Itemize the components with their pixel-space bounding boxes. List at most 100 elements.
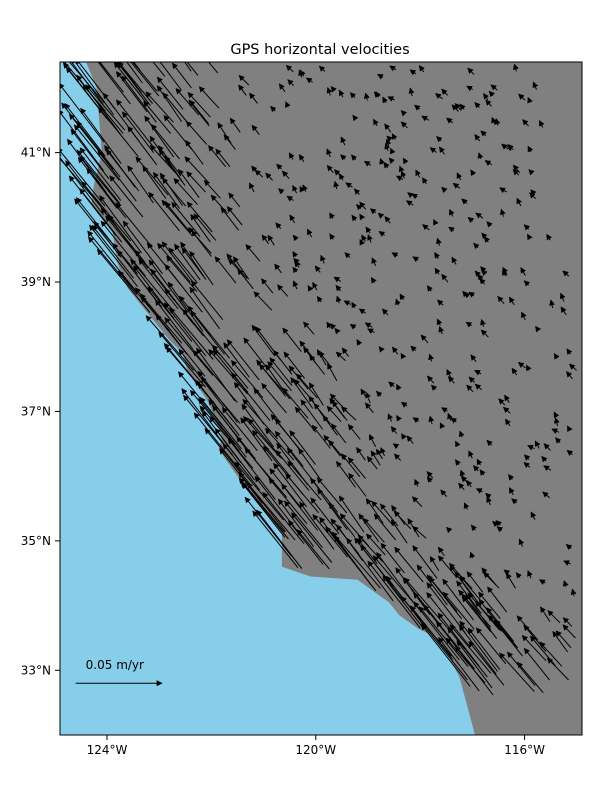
velocity-vector [186,62,199,76]
velocity-vector [491,116,497,125]
velocity-vector [208,62,219,74]
velocity-vector [364,402,374,414]
velocity-vector [264,427,295,461]
velocity-vectors [60,62,577,696]
velocity-vector [468,450,474,459]
velocity-vector [358,308,366,315]
velocity-vector [439,422,446,430]
velocity-vector [523,224,531,231]
velocity-vector [494,619,519,649]
velocity-vector [434,252,440,259]
velocity-vector [400,109,408,117]
velocity-vector [326,148,332,158]
velocity-vector [517,361,526,369]
velocity-vector [467,216,475,224]
velocity-vector [504,394,510,403]
velocity-vector [475,212,484,219]
velocity-vector [161,241,193,282]
velocity-vector [430,384,438,391]
velocity-vector [480,130,487,137]
velocity-vector [527,445,535,451]
velocity-vector [237,268,254,290]
velocity-vector [379,158,385,165]
velocity-vector [523,280,531,287]
velocity-vector [281,170,290,179]
velocity-vector [313,403,331,425]
velocity-vector [252,429,291,477]
velocity-vector [543,443,551,451]
velocity-vector [327,363,338,381]
velocity-vector [267,234,275,246]
velocity-vector [483,92,489,101]
velocity-vector [523,647,551,681]
velocity-vector [406,435,414,444]
velocity-vector [388,381,395,388]
velocity-vector [364,322,373,329]
velocity-vector [121,75,157,123]
velocity-vector [480,266,487,273]
velocity-vector [466,571,484,593]
velocity-vector [292,184,298,194]
velocity-vector [220,207,239,231]
velocity-vector [478,591,501,620]
velocity-vector [249,92,258,104]
velocity-vector [226,206,243,226]
velocity-vector [378,231,386,237]
velocity-vector [335,284,342,292]
velocity-vector [318,65,326,72]
velocity-vector [521,634,547,662]
velocity-vector [296,529,330,570]
velocity-vector [436,299,444,306]
velocity-vector [292,251,299,258]
velocity-vector [429,555,440,572]
velocity-vector [506,572,516,589]
velocity-vector [490,84,498,91]
y-tick-label: 37°N [21,404,51,418]
velocity-vector [499,187,508,194]
velocity-vector [400,170,407,179]
velocity-vector [147,286,193,342]
velocity-vector [180,241,205,277]
velocity-vector [567,425,573,433]
velocity-vector [169,307,214,360]
velocity-vector [478,598,510,640]
velocity-vector [441,273,449,283]
velocity-vector [461,198,468,205]
velocity-vector [307,228,313,238]
velocity-vector [375,448,383,460]
velocity-vector [456,172,463,181]
velocity-vector [521,311,527,321]
velocity-vector [484,160,492,166]
velocity-vector [497,295,505,305]
velocity-vector [274,263,282,274]
velocity-vector [380,447,386,457]
velocity-vector [349,92,357,99]
velocity-vector [527,96,533,104]
velocity-vector [299,185,306,193]
velocity-vector [437,637,480,692]
velocity-vector [568,363,577,371]
velocity-vector [393,453,402,462]
velocity-vector [479,469,486,476]
velocity-vector [314,265,321,273]
velocity-vector [479,277,486,285]
velocity-vector [408,87,415,97]
velocity-vector [285,473,319,514]
velocity-vector [446,117,453,124]
velocity-vector [516,197,523,207]
velocity-vector [164,201,191,234]
velocity-vector [334,327,341,335]
velocity-vector [334,169,341,177]
velocity-vector [543,465,552,472]
velocity-vector [447,627,488,678]
velocity-vector [133,265,175,319]
velocity-vector [463,292,471,299]
velocity-vector [474,383,482,391]
velocity-vector [456,640,493,689]
velocity-vector [351,214,358,222]
velocity-vector [566,348,573,355]
velocity-vector [547,610,561,624]
velocity-vector [468,640,505,686]
velocity-vector [334,535,374,588]
velocity-vector [291,512,333,563]
